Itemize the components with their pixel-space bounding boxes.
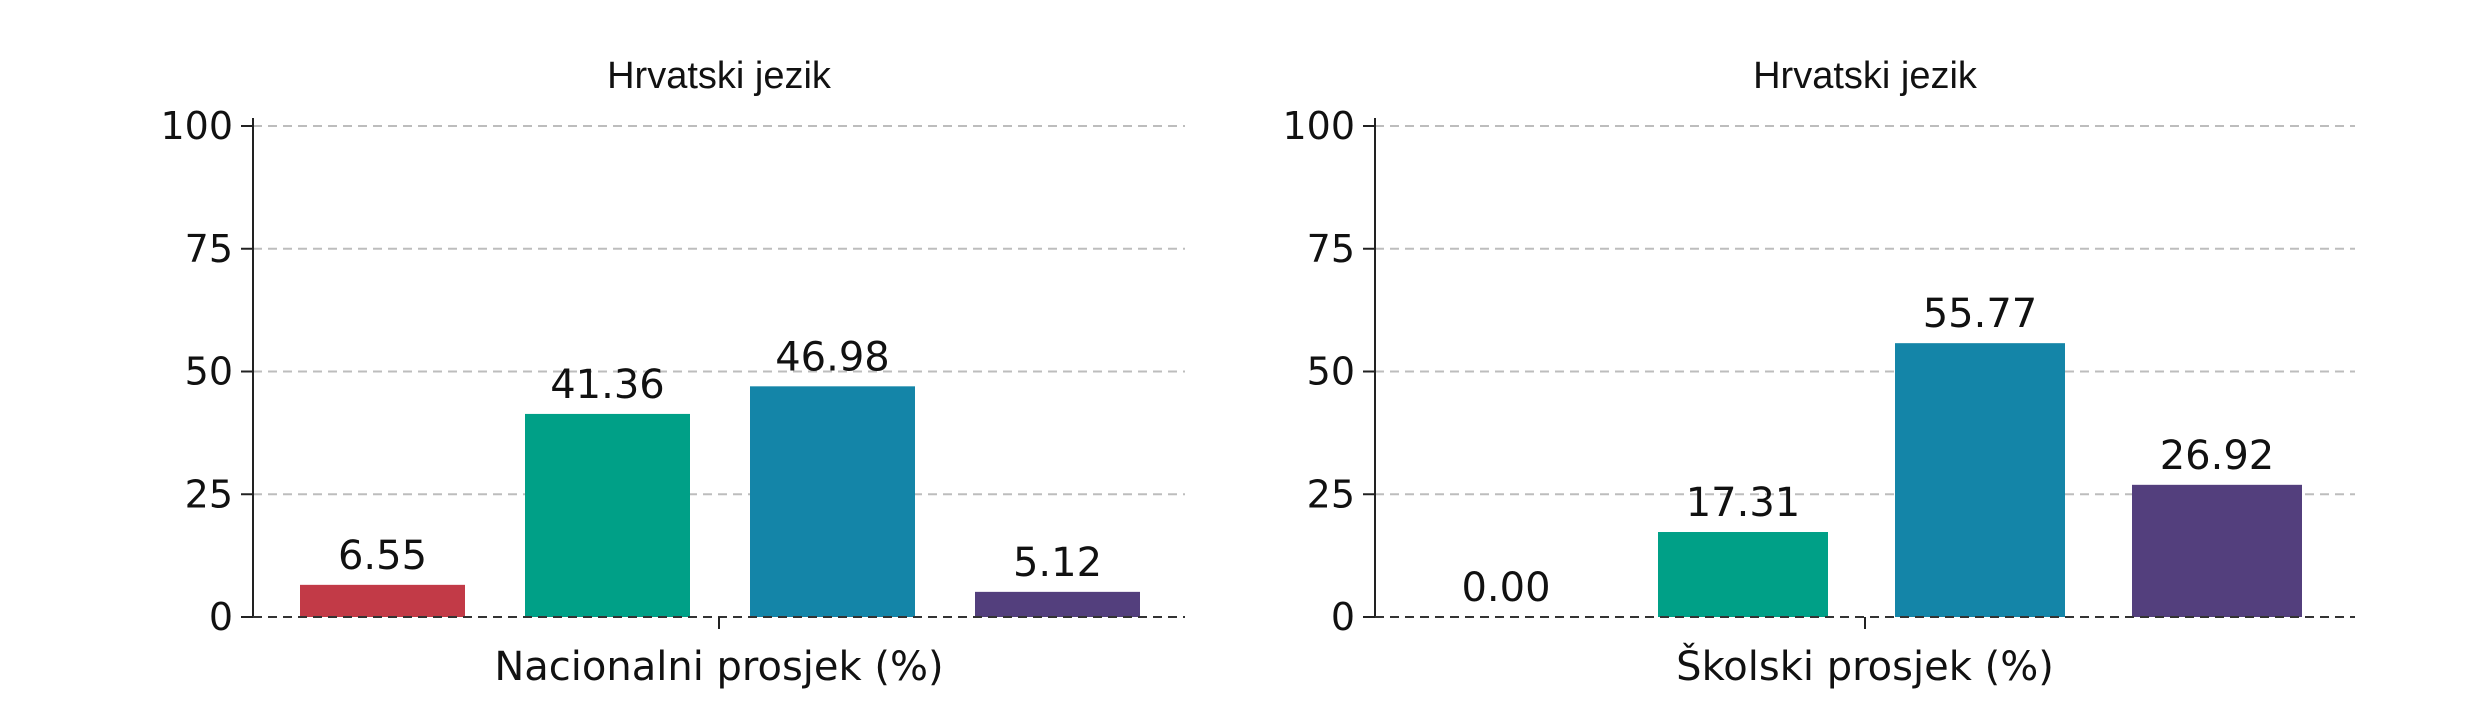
y-tick-label: 100 — [160, 104, 233, 148]
bar-value-label: 46.98 — [775, 334, 890, 380]
y-tick-label: 75 — [185, 227, 233, 271]
x-axis-label: Školski prosjek (%) — [1676, 642, 2054, 690]
bar-1 — [300, 584, 465, 617]
y-tick-label: 0 — [209, 595, 233, 639]
bar-value-label: 6.55 — [338, 533, 427, 579]
bar-value-label: 0.00 — [1461, 565, 1550, 611]
bar-value-label: 17.31 — [1686, 480, 1801, 526]
bar-value-label: 5.12 — [1013, 540, 1102, 586]
bar-3 — [1895, 343, 2065, 617]
x-axis-label: Nacionalni prosjek (%) — [494, 644, 943, 690]
y-tick-label: 50 — [1307, 350, 1355, 394]
bar-3 — [750, 386, 915, 617]
y-tick-label: 100 — [1282, 104, 1355, 148]
chart-title: Hrvatski jezik — [1753, 55, 1978, 97]
bar-value-label: 26.92 — [2160, 433, 2275, 479]
chart-panel-2: Hrvatski jezik 0 25 50 75 100 0.00 17.31 55.77 26… — [1282, 55, 2355, 690]
chart-panel-1: Hrvatski jezik 0 25 50 75 100 6.55 41.36 46.98 5.… — [160, 55, 1185, 690]
y-tick-label: 50 — [185, 350, 233, 394]
bar-2 — [525, 413, 690, 617]
y-tick-label: 0 — [1331, 595, 1355, 639]
chart-title: Hrvatski jezik — [607, 55, 832, 97]
y-tick-label: 25 — [185, 472, 233, 516]
bar-2 — [1658, 532, 1828, 617]
bar-4 — [975, 591, 1140, 617]
bar-value-label: 41.36 — [550, 362, 665, 408]
y-tick-label: 25 — [1307, 472, 1355, 516]
bar-4 — [2132, 484, 2302, 617]
y-tick-label: 75 — [1307, 227, 1355, 271]
bar-value-label: 55.77 — [1923, 291, 2038, 337]
